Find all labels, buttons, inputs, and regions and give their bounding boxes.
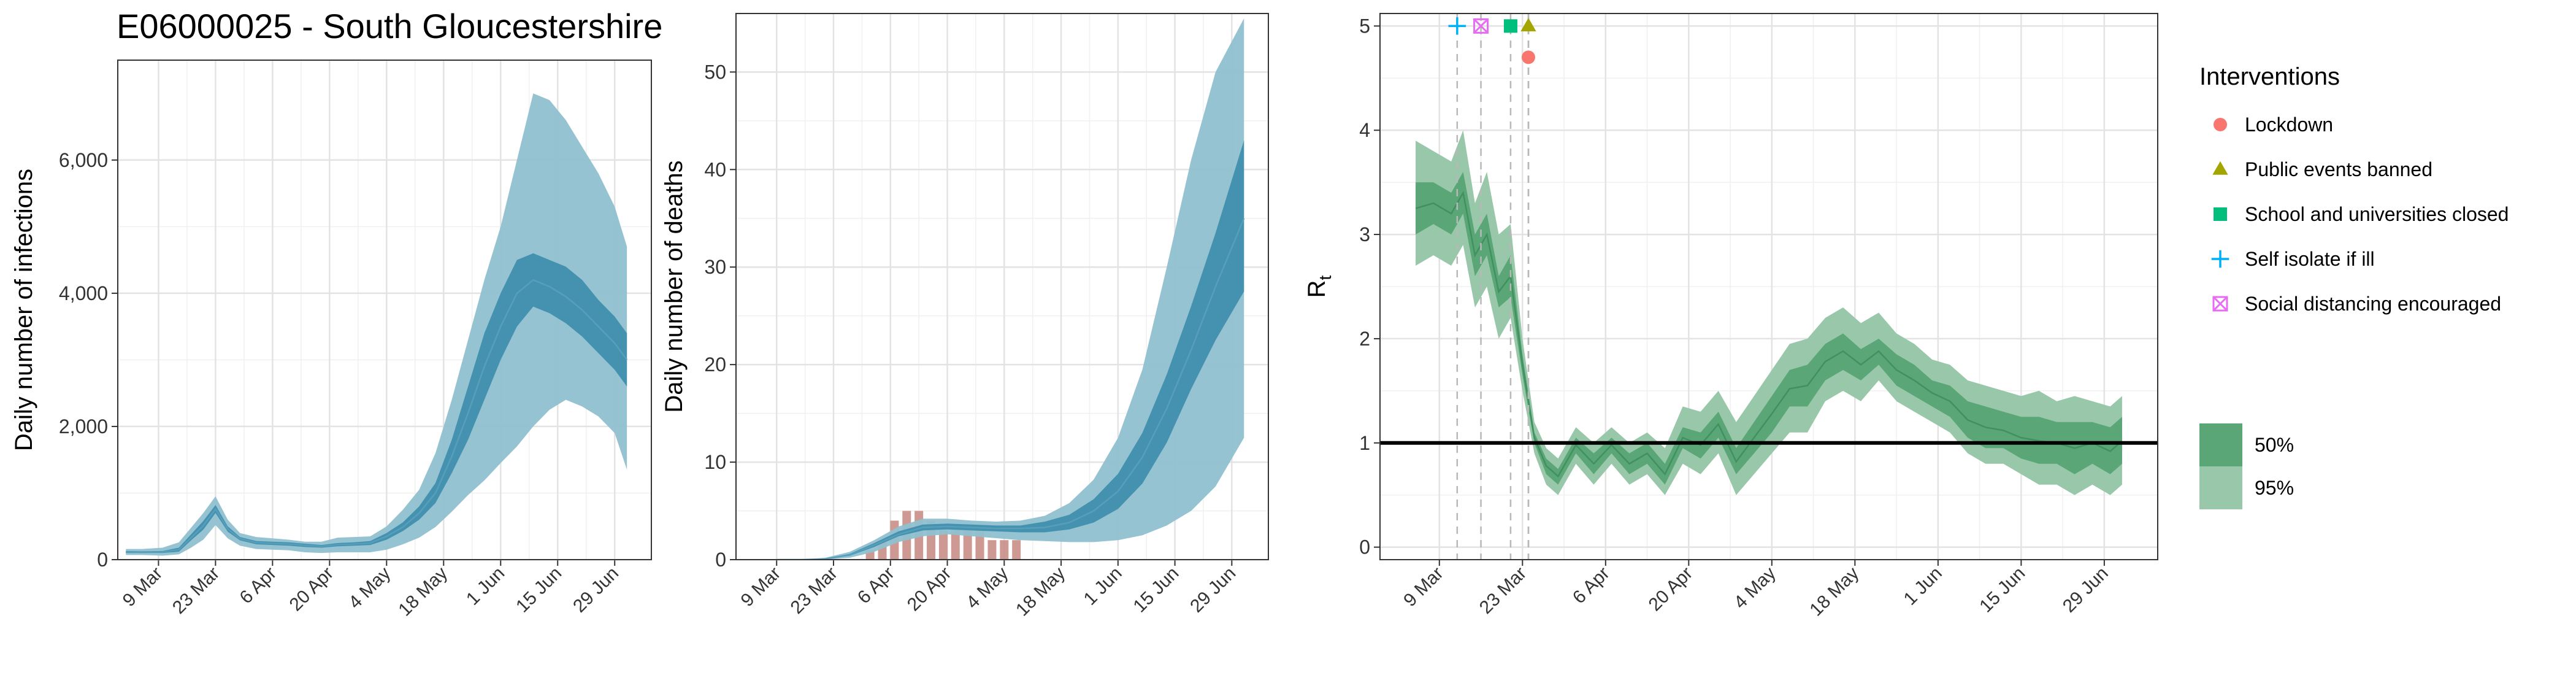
x-tick-label: 4 May [345,563,394,613]
death-bar [963,530,972,560]
intervention-marker [1473,18,1489,34]
legend-marker [2212,296,2228,312]
y-axis-label: Rt [1303,275,1335,298]
intervention-marker [1503,19,1517,33]
death-bar [1012,540,1021,560]
plot-border [117,60,652,560]
band-95 [126,93,627,556]
intervention-marker [1520,18,1536,32]
legend-label: Self isolate if ill [2245,248,2375,270]
death-bar [1000,540,1009,560]
death-bar [975,530,984,560]
legend-label: 50% [2255,434,2294,456]
x-tick-label: 18 May [1806,563,1863,620]
x-tick-label: 9 Mar [119,563,167,611]
median-line [776,218,1245,560]
legend-swatch [2199,466,2242,509]
median-line [1415,190,2123,478]
panel-infections: 9 Mar 23 Mar 6 Apr 20 Apr 4 May 18 May 1 Jun 15… [10,60,652,620]
y-tick-label: 0 [1359,536,1370,558]
x-tick-label: 9 Mar [737,563,785,611]
y-axis-label: Daily number of deaths [661,160,688,412]
x-tick-label: 23 Mar [1476,563,1530,618]
x-tick-label: 1 Jun [1080,563,1126,609]
legend-label: Social distancing encouraged [2245,293,2501,315]
y-tick-label: 2,000 [59,415,108,438]
x-tick-label: 6 Apr [854,563,899,608]
band-95 [776,18,1244,560]
plot-area [1380,130,2158,495]
y-tick-label: 5 [1359,15,1370,37]
legend-title: Interventions [2199,63,2340,90]
y-tick-label: 0 [715,549,726,571]
x-tick-label: 20 Apr [903,563,956,615]
legend-label: School and universities closed [2245,203,2509,225]
x-tick-label: 29 Jun [1186,563,1240,617]
legend: Interventions Lockdown Public events banne… [2199,63,2509,509]
y-tick-label: 3 [1359,223,1370,245]
legend-marker [2212,161,2228,175]
y-tick-label: 20 [704,353,726,376]
legend-label: Public events banned [2245,158,2432,180]
y-axis-label: Daily number of infections [10,169,37,451]
x-tick-label: 18 May [394,563,451,620]
y-tick-label: 50 [704,61,726,83]
x-tick-label: 4 May [1730,563,1780,613]
x-tick-label: 23 Mar [787,563,841,618]
legend-label: Lockdown [2245,114,2333,136]
x-tick-label: 15 Jun [512,563,565,617]
x-tick-label: 4 May [962,563,1012,613]
death-bar [951,530,960,560]
x-tick-label: 20 Apr [286,563,338,615]
x-tick-label: 6 Apr [236,563,280,608]
plot-area [126,93,628,556]
legend-swatch [2199,423,2242,466]
x-tick-label: 29 Jun [2059,563,2112,617]
y-axis-label-subscript: t [1316,275,1335,280]
legend-label: 95% [2255,477,2294,499]
x-tick-label: 15 Jun [1130,563,1183,617]
y-tick-label: 4 [1359,119,1370,141]
legend-marker [2214,118,2227,131]
x-tick-label: 1 Jun [462,563,508,609]
intervention-marker [1448,17,1466,35]
death-bar [987,540,997,560]
y-tick-label: 4,000 [59,282,108,304]
y-tick-label: 10 [704,451,726,473]
x-tick-label: 15 Jun [1976,563,2029,617]
figure-title: E06000025 - South Gloucestershire [117,7,662,45]
y-tick-label: 2 [1359,328,1370,350]
y-tick-label: 0 [97,549,108,571]
legend-marker [2211,250,2229,268]
y-tick-label: 30 [704,256,726,278]
plot-area [776,18,1245,560]
x-tick-label: 29 Jun [569,563,623,617]
median-line [126,279,628,554]
x-tick-label: 18 May [1012,563,1069,620]
panel-rt: 9 Mar 23 Mar 6 Apr 20 Apr 4 May 18 May 1 Jun 15… [1303,13,2158,620]
x-tick-label: 9 Mar [1400,563,1447,611]
x-tick-label: 20 Apr [1645,563,1697,615]
y-tick-label: 40 [704,158,726,180]
band-50 [126,253,627,554]
x-tick-label: 23 Mar [169,563,223,618]
band-50 [1416,172,2122,485]
panel-deaths: 9 Mar 23 Mar 6 Apr 20 Apr 4 May 18 May 1 Jun 15… [661,13,1269,620]
legend-marker [2214,207,2227,221]
death-bar [938,530,948,560]
x-tick-label: 1 Jun [1900,563,1946,609]
intervention-marker [1521,50,1535,64]
plot-border [735,13,1269,560]
y-tick-label: 1 [1359,432,1370,454]
y-tick-label: 6,000 [59,149,108,171]
plot-border [1379,13,2158,560]
x-tick-label: 6 Apr [1569,563,1614,608]
